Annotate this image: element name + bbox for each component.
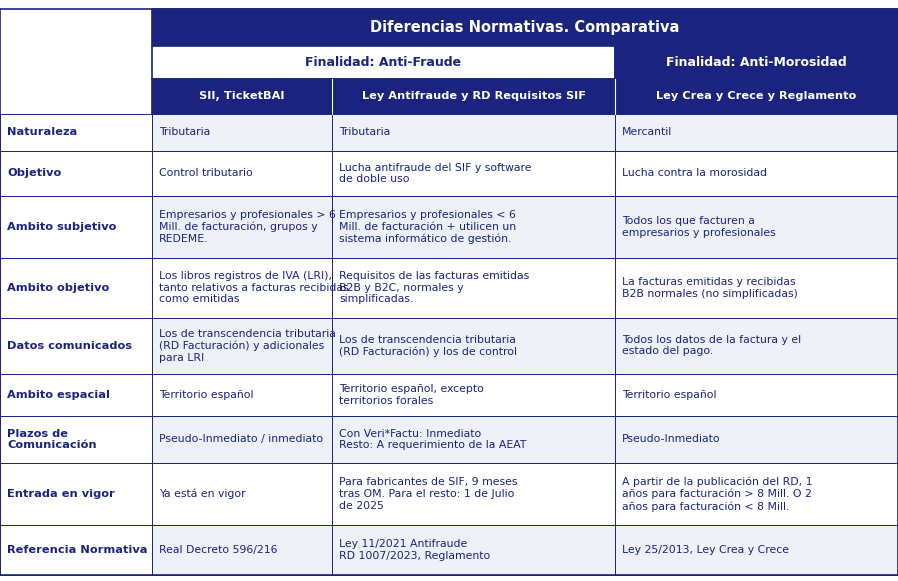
Text: Empresarios y profesionales < 6
Mill. de facturación + utilicen un
sistema infor: Empresarios y profesionales < 6 Mill. de… [339,210,516,244]
Bar [615,525,898,575]
Text: Ley Antifraude y RD Requisitos SIF: Ley Antifraude y RD Requisitos SIF [362,91,585,101]
Bar [332,463,615,525]
Bar [0,416,152,463]
Bar [0,259,152,318]
Text: Pseudo-Inmediato: Pseudo-Inmediato [622,435,721,444]
Bar [0,318,152,374]
Text: Para fabricantes de SIF, 9 meses
tras OM. Para el resto: 1 de Julio
de 2025: Para fabricantes de SIF, 9 meses tras OM… [339,478,518,511]
Bar [0,525,152,575]
Bar [0,113,152,151]
Text: Diferencias Normativas. Comparativa: Diferencias Normativas. Comparativa [370,20,680,35]
Text: Todos los datos de la factura y el
estado del pago.: Todos los datos de la factura y el estad… [622,335,801,356]
Text: Finalidad: Anti-Morosidad: Finalidad: Anti-Morosidad [666,56,847,69]
Text: Territorio español: Territorio español [622,390,717,400]
Bar [615,318,898,374]
Bar [332,525,615,575]
Bar [152,259,332,318]
Bar [152,78,898,113]
Bar [615,113,898,151]
Bar [0,374,152,416]
Text: Objetivo: Objetivo [7,168,61,178]
Text: La facturas emitidas y recibidas
B2B normales (no simplificadas): La facturas emitidas y recibidas B2B nor… [622,277,798,299]
Bar [615,46,898,78]
Text: Ambito espacial: Ambito espacial [7,390,110,400]
Bar [615,416,898,463]
Bar [332,259,615,318]
Text: Ambito subjetivo: Ambito subjetivo [7,222,117,232]
Text: Los de transcendencia tributaria
(RD Facturación) y adicionales
para LRI: Los de transcendencia tributaria (RD Fac… [159,329,336,363]
Bar [332,318,615,374]
Bar [152,374,332,416]
Bar [332,113,615,151]
Text: Ambito objetivo: Ambito objetivo [7,283,110,293]
Text: Referencia Normativa: Referencia Normativa [7,545,147,555]
Text: Ya está en vigor: Ya está en vigor [159,489,245,499]
Text: Ley 25/2013, Ley Crea y Crece: Ley 25/2013, Ley Crea y Crece [622,545,789,555]
Text: Entrada en vigor: Entrada en vigor [7,489,115,499]
Text: Ley 11/2021 Antifraude
RD 1007/2023, Reglamento: Ley 11/2021 Antifraude RD 1007/2023, Reg… [339,539,490,561]
Bar [152,9,898,46]
Bar [152,46,615,78]
Bar [0,151,152,196]
Text: Tributaria: Tributaria [159,127,210,137]
Bar [0,463,152,525]
Text: Mercantil: Mercantil [622,127,673,137]
Text: Los libros registros de IVA (LRI),
tanto relativos a facturas recibidas
como emi: Los libros registros de IVA (LRI), tanto… [159,271,348,304]
Text: Plazos de
Comunicación: Plazos de Comunicación [7,429,97,450]
Text: SII, TicketBAI: SII, TicketBAI [199,91,285,101]
Text: Territorio español: Territorio español [159,390,253,400]
Text: Control tributario: Control tributario [159,168,252,178]
Text: Finalidad: Anti-Fraude: Finalidad: Anti-Fraude [305,56,462,69]
Bar [615,374,898,416]
Text: Todos los que facturen a
empresarios y profesionales: Todos los que facturen a empresarios y p… [622,216,776,238]
Bar [152,416,332,463]
Text: Lucha contra la morosidad: Lucha contra la morosidad [622,168,767,178]
Text: Ley Crea y Crece y Reglamento: Ley Crea y Crece y Reglamento [656,91,857,101]
Bar [615,463,898,525]
Bar [152,525,332,575]
Bar [332,374,615,416]
Text: Empresarios y profesionales > 6
Mill. de facturación, grupos y
REDEME.: Empresarios y profesionales > 6 Mill. de… [159,210,336,244]
Text: Naturaleza: Naturaleza [7,127,77,137]
Text: Con Veri*Factu: Inmediato
Resto: A requerimiento de la AEAT: Con Veri*Factu: Inmediato Resto: A reque… [339,429,527,450]
Bar [332,416,615,463]
Bar [152,196,332,259]
Text: Requisitos de las facturas emitidas
B2B y B2C, normales y
simplificadas.: Requisitos de las facturas emitidas B2B … [339,271,530,304]
Text: Pseudo-Inmediato / inmediato: Pseudo-Inmediato / inmediato [159,435,323,444]
Bar [615,151,898,196]
Text: Territorio español, excepto
territorios forales: Territorio español, excepto territorios … [339,384,484,406]
Text: A partir de la publicación del RD, 1
años para facturación > 8 Mill. O 2
años pa: A partir de la publicación del RD, 1 año… [622,476,813,511]
Bar [615,259,898,318]
Text: Real Decreto 596/216: Real Decreto 596/216 [159,545,277,555]
Bar [332,151,615,196]
Text: Lucha antifraude del SIF y software
de doble uso: Lucha antifraude del SIF y software de d… [339,163,532,184]
Bar [615,196,898,259]
Bar [152,463,332,525]
Text: Datos comunicados: Datos comunicados [7,340,132,350]
Bar [152,151,332,196]
Text: Los de transcendencia tributaria
(RD Facturación) y los de control: Los de transcendencia tributaria (RD Fac… [339,335,517,357]
Bar [152,113,332,151]
Bar [0,196,152,259]
Text: Tributaria: Tributaria [339,127,391,137]
Bar [332,196,615,259]
Bar [152,318,332,374]
